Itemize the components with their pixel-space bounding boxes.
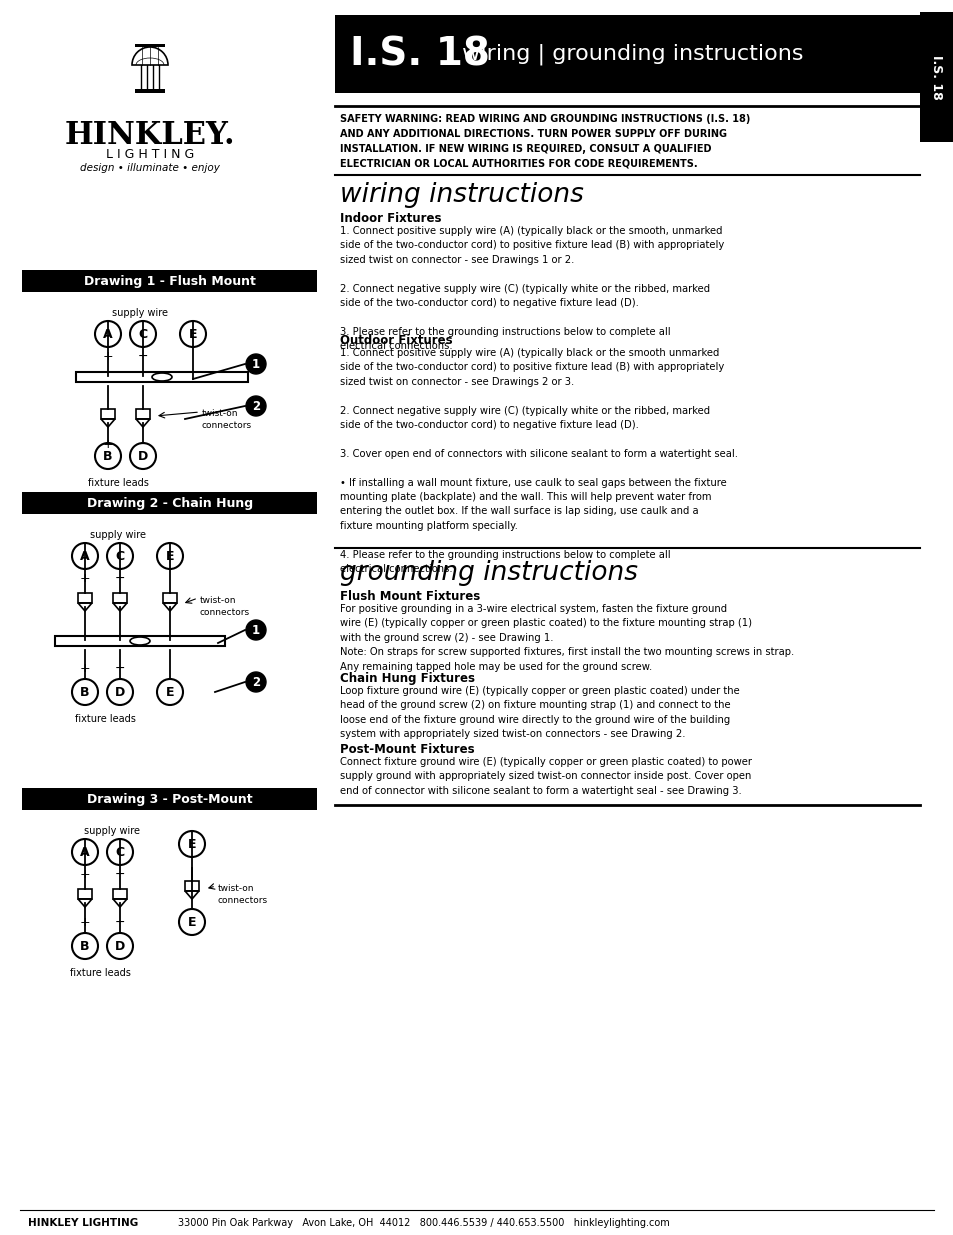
Text: design • illuminate • enjoy: design • illuminate • enjoy	[80, 163, 220, 173]
Text: 1: 1	[252, 357, 260, 370]
Text: HINKLEY LIGHTING: HINKLEY LIGHTING	[28, 1218, 138, 1228]
Text: Post-Mount Fixtures: Post-Mount Fixtures	[339, 743, 475, 756]
Text: D: D	[114, 940, 125, 952]
Circle shape	[246, 672, 266, 692]
Text: wiring | grounding instructions: wiring | grounding instructions	[455, 43, 802, 64]
Text: twist-on: twist-on	[202, 409, 238, 417]
Text: grounding instructions: grounding instructions	[339, 559, 638, 585]
Text: +: +	[80, 572, 91, 585]
Text: Connect fixture ground wire (E) (typically copper or green plastic coated) to po: Connect fixture ground wire (E) (typical…	[339, 757, 751, 795]
Circle shape	[246, 354, 266, 374]
Text: 1. Connect positive supply wire (A) (typically black or the smooth unmarked
side: 1. Connect positive supply wire (A) (typ…	[339, 348, 738, 574]
Text: Outdoor Fixtures: Outdoor Fixtures	[339, 333, 452, 347]
Text: −: −	[114, 868, 125, 881]
Text: D: D	[114, 685, 125, 699]
Text: twist-on: twist-on	[200, 597, 236, 605]
Text: E: E	[188, 915, 196, 929]
Text: SAFETY WARNING: READ WIRING AND GROUNDING INSTRUCTIONS (I.S. 18)
AND ANY ADDITIO: SAFETY WARNING: READ WIRING AND GROUNDIN…	[339, 114, 750, 168]
Bar	[22, 788, 316, 810]
Text: Chain Hung Fixtures: Chain Hung Fixtures	[339, 672, 475, 685]
Text: E: E	[166, 550, 174, 562]
Text: wiring instructions: wiring instructions	[339, 182, 583, 207]
Text: 2: 2	[252, 399, 260, 412]
Text: L I G H T I N G: L I G H T I N G	[106, 148, 193, 161]
Text: C: C	[115, 846, 125, 858]
Text: I.S. 18: I.S. 18	[350, 35, 489, 73]
Text: −: −	[114, 572, 125, 585]
Text: 2: 2	[252, 676, 260, 688]
Bar	[22, 270, 316, 291]
Text: E: E	[188, 837, 196, 851]
Bar	[919, 12, 953, 142]
Text: B: B	[80, 685, 90, 699]
Text: −: −	[114, 662, 125, 676]
Text: 33000 Pin Oak Parkway   Avon Lake, OH  44012   800.446.5539 / 440.653.5500   hin: 33000 Pin Oak Parkway Avon Lake, OH 4401…	[178, 1218, 669, 1228]
Text: E: E	[166, 685, 174, 699]
Text: Flush Mount Fixtures: Flush Mount Fixtures	[339, 590, 479, 603]
Bar	[22, 492, 316, 514]
Text: I.S. 18: I.S. 18	[929, 54, 943, 99]
Ellipse shape	[130, 637, 150, 645]
Text: connectors: connectors	[200, 608, 250, 618]
Text: supply wire: supply wire	[112, 308, 168, 317]
Bar	[135, 44, 165, 47]
Text: HINKLEY.: HINKLEY.	[65, 120, 235, 151]
Ellipse shape	[152, 373, 172, 382]
Text: connectors: connectors	[218, 897, 268, 905]
Text: Drawing 1 - Flush Mount: Drawing 1 - Flush Mount	[84, 274, 255, 288]
Bar	[78, 593, 91, 603]
Text: 1: 1	[252, 624, 260, 636]
Text: D: D	[138, 450, 148, 462]
Text: B: B	[103, 450, 112, 462]
Bar	[112, 593, 127, 603]
Bar	[112, 889, 127, 899]
Text: A: A	[103, 327, 112, 341]
Text: E: E	[189, 327, 197, 341]
Circle shape	[246, 620, 266, 640]
Text: B: B	[80, 940, 90, 952]
Text: connectors: connectors	[202, 421, 252, 430]
Text: fixture leads: fixture leads	[74, 714, 135, 724]
Bar	[55, 636, 225, 646]
Text: C: C	[115, 550, 125, 562]
Text: For positive grounding in a 3-wire electrical system, fasten the fixture ground
: For positive grounding in a 3-wire elect…	[339, 604, 794, 672]
Bar	[76, 372, 248, 382]
Text: +: +	[80, 916, 91, 929]
Bar	[136, 409, 150, 419]
Text: +: +	[80, 662, 91, 676]
Text: twist-on: twist-on	[218, 884, 254, 893]
Bar	[101, 409, 115, 419]
Text: supply wire: supply wire	[84, 826, 140, 836]
Text: +: +	[80, 868, 91, 881]
Text: Drawing 3 - Post-Mount: Drawing 3 - Post-Mount	[87, 793, 253, 805]
Circle shape	[246, 396, 266, 416]
Bar	[78, 889, 91, 899]
Text: −: −	[137, 438, 148, 451]
Text: A: A	[80, 550, 90, 562]
Text: fixture leads: fixture leads	[88, 478, 149, 488]
Bar	[135, 89, 165, 93]
Text: fixture leads: fixture leads	[70, 968, 131, 978]
Bar	[185, 881, 199, 890]
Text: Indoor Fixtures: Indoor Fixtures	[339, 212, 441, 225]
Text: +: +	[103, 438, 113, 451]
Bar	[163, 593, 177, 603]
Wedge shape	[132, 47, 168, 65]
Text: −: −	[137, 350, 148, 363]
Text: Loop fixture ground wire (E) (typically copper or green plastic coated) under th: Loop fixture ground wire (E) (typically …	[339, 685, 739, 740]
Text: supply wire: supply wire	[90, 530, 146, 540]
Text: 1. Connect positive supply wire (A) (typically black or the smooth, unmarked
sid: 1. Connect positive supply wire (A) (typ…	[339, 226, 723, 351]
Bar	[335, 15, 919, 93]
Text: +: +	[103, 350, 113, 363]
Text: Drawing 2 - Chain Hung: Drawing 2 - Chain Hung	[87, 496, 253, 510]
Text: A: A	[80, 846, 90, 858]
Text: C: C	[138, 327, 148, 341]
Text: −: −	[114, 916, 125, 929]
